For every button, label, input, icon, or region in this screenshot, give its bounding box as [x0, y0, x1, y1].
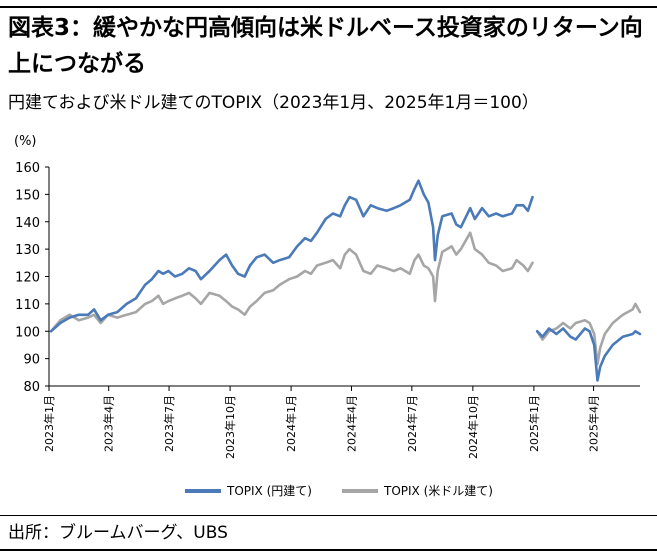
y-tick-label: 160	[15, 161, 40, 176]
x-tick-label: 2024年7月	[405, 395, 419, 452]
x-tick-label: 2025年4月	[587, 395, 601, 452]
x-tick-label: 2025年1月	[527, 395, 541, 452]
x-tick-label: 2023年1月	[42, 395, 56, 452]
y-tick-label: 140	[15, 216, 40, 231]
x-tick-label: 2024年10月	[466, 395, 480, 459]
y-tick-label: 150	[15, 188, 40, 203]
line-chart: 80 90 100 110 120 130 140 150 160 2023年1月 2023年4月 2…	[15, 161, 642, 459]
x-tick-label: 2023年4月	[102, 395, 116, 452]
y-tick-label: 90	[23, 353, 40, 368]
legend-label-yen: TOPIX (円建て)	[227, 484, 312, 498]
y-tick-label: 110	[15, 298, 40, 313]
x-tick-label: 2023年10月	[223, 395, 237, 459]
top-rule	[0, 6, 657, 8]
legend-swatch-yen	[185, 488, 221, 493]
x-tick-label: 2024年4月	[344, 395, 358, 452]
end-rule	[0, 549, 657, 551]
series-line-usd-2	[535, 302, 642, 366]
series-line-yen-2	[535, 327, 642, 382]
y-tick-label: 100	[15, 325, 40, 340]
source-note: 出所：ブルームバーグ、UBS	[8, 523, 228, 543]
x-tick-label: 2024年1月	[284, 395, 298, 452]
y-tick-label: 120	[15, 271, 40, 286]
y-tick-label: 130	[15, 243, 40, 258]
series-line-usd-1	[49, 231, 534, 333]
series-line-yen-1	[49, 179, 534, 333]
legend-item-usd: TOPIX (米ドル建て)	[342, 482, 493, 499]
y-axis-label: (%)	[14, 134, 37, 149]
chart-subtitle: 円建ておよび米ドル建てのTOPIX（2023年1月、2025年1月＝100）	[8, 93, 539, 113]
legend-label-usd: TOPIX (米ドル建て)	[384, 484, 493, 498]
legend-swatch-usd	[342, 488, 378, 493]
page-title: 図表3：緩やかな円高傾向は米ドルベース投資家のリターン向上につながる	[8, 15, 643, 77]
legend-item-yen: TOPIX (円建て)	[185, 482, 312, 499]
chart-legend: TOPIX (円建て) TOPIX (米ドル建て)	[0, 482, 657, 502]
x-tick-label: 2023年7月	[162, 395, 176, 452]
bottom-rule	[0, 515, 657, 516]
y-tick-label: 80	[23, 380, 40, 395]
